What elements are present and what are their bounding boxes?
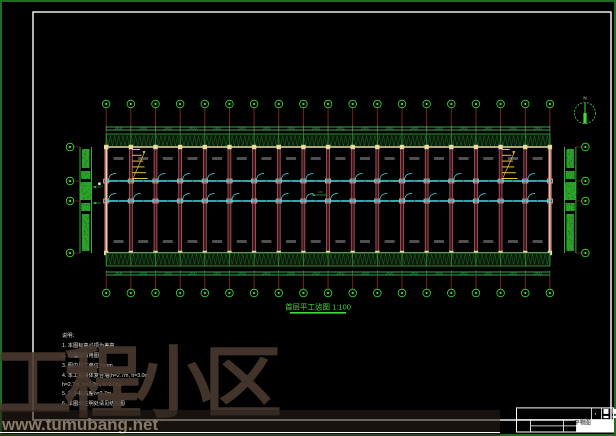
svg-text:首层平工惉图 1:100: 首层平工惉图 1:100 [285,302,351,312]
svg-text:1:66: 1:66 [317,190,323,194]
svg-text:2400: 2400 [410,272,418,276]
svg-text:2400: 2400 [460,272,468,276]
svg-text:1500: 1500 [96,185,103,189]
svg-text:2400: 2400 [115,127,123,131]
svg-text:2400: 2400 [336,272,344,276]
svg-text:平物图: 平物图 [574,419,591,427]
svg-text:2400: 2400 [435,127,443,131]
svg-text:2400: 2400 [262,272,270,276]
svg-text:2400: 2400 [238,272,246,276]
svg-text:2400: 2400 [213,272,221,276]
svg-text:2400: 2400 [361,127,369,131]
svg-text:说明：: 说明： [62,331,78,339]
svg-text:2400: 2400 [164,127,172,131]
svg-text:2400: 2400 [188,127,196,131]
svg-text:2400: 2400 [312,127,320,131]
svg-text:2400: 2400 [484,127,492,131]
svg-text:2400: 2400 [287,272,295,276]
svg-text:2400: 2400 [534,272,542,276]
svg-text:2400: 2400 [435,272,443,276]
svg-text:2400: 2400 [460,127,468,131]
svg-text:2400: 2400 [386,272,394,276]
svg-text:2400: 2400 [336,127,344,131]
svg-text:2400: 2400 [139,127,147,131]
svg-text:2400: 2400 [238,127,246,131]
svg-text:2400: 2400 [484,272,492,276]
svg-text:2400: 2400 [188,272,196,276]
svg-text:2400: 2400 [509,127,517,131]
svg-text:2400: 2400 [139,272,147,276]
svg-text:2400: 2400 [361,272,369,276]
svg-text:2400: 2400 [509,272,517,276]
svg-text:2400: 2400 [534,127,542,131]
svg-text:2400: 2400 [164,272,172,276]
svg-text:2400: 2400 [287,127,295,131]
svg-text:2400: 2400 [213,127,221,131]
svg-text:600: 600 [96,201,101,205]
svg-text:2400: 2400 [312,272,320,276]
svg-text:2400: 2400 [262,127,270,131]
svg-text:2400: 2400 [410,127,418,131]
svg-text:N: N [583,96,586,101]
svg-text:2400: 2400 [386,127,394,131]
svg-text:www.tumubang.net: www.tumubang.net [1,415,158,434]
svg-text:2400: 2400 [115,272,123,276]
